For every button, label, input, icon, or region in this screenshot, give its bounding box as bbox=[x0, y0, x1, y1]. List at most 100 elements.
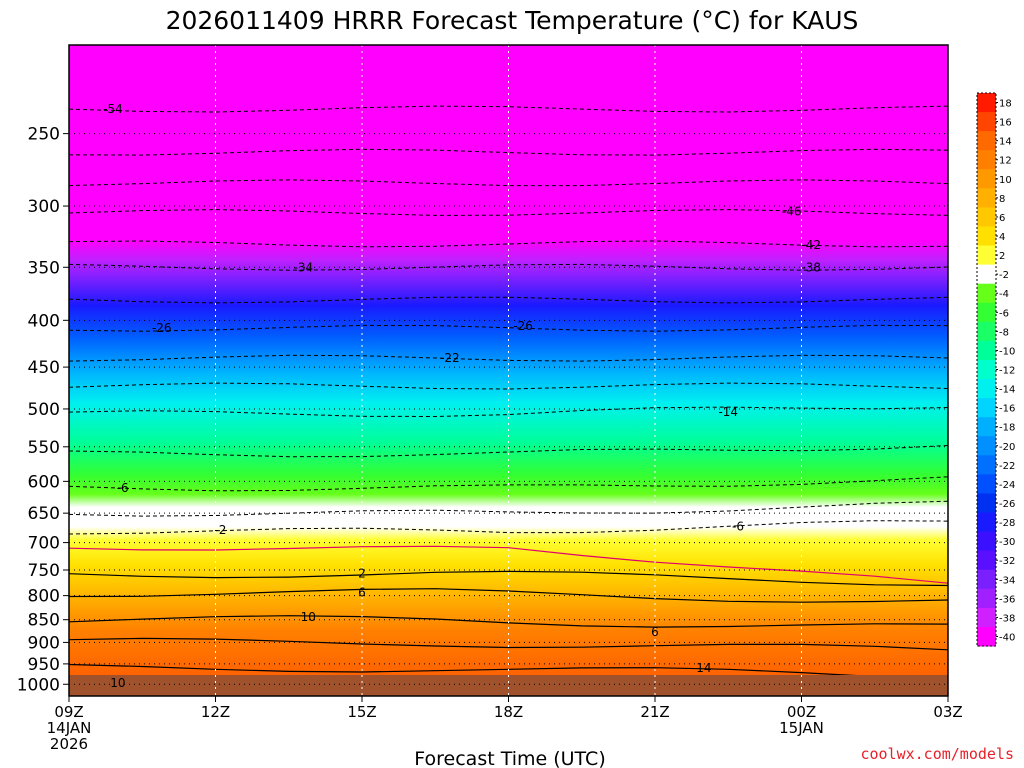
colorbar-swatch bbox=[977, 188, 996, 208]
colorbar-label: 4 bbox=[999, 232, 1005, 243]
y-tick-label: 400 bbox=[28, 311, 60, 331]
colorbar-swatch bbox=[977, 150, 996, 170]
x-tick-label: 2026 bbox=[50, 735, 88, 753]
contour-label: -14 bbox=[718, 405, 738, 419]
colorbar-swatch bbox=[977, 207, 996, 227]
colorbar-label: -6 bbox=[999, 308, 1009, 319]
colorbar-label: -30 bbox=[999, 537, 1015, 548]
colorbar-label: -8 bbox=[999, 327, 1009, 338]
colorbar-label: -16 bbox=[999, 404, 1015, 415]
contour-label: -34 bbox=[294, 260, 314, 274]
colorbar-label: 14 bbox=[999, 137, 1012, 148]
x-tick-label: 15JAN bbox=[779, 719, 824, 737]
colorbar-swatch bbox=[977, 93, 996, 113]
colorbar-swatch bbox=[977, 588, 996, 609]
colorbar-label: 10 bbox=[999, 175, 1012, 186]
y-axis: 2503003504004505005506006507007508008509… bbox=[17, 125, 69, 695]
colorbar-swatch bbox=[977, 112, 996, 132]
contour-label: -38 bbox=[801, 260, 821, 274]
x-axis-title: Forecast Time (UTC) bbox=[414, 748, 605, 768]
x-tick-label: 21Z bbox=[640, 703, 669, 721]
chart-title: 2026011409 HRRR Forecast Temperature (°C… bbox=[166, 6, 859, 35]
y-tick-label: 1000 bbox=[17, 675, 60, 695]
contour-label: 10 bbox=[301, 610, 316, 624]
colorbar-label: 8 bbox=[999, 194, 1005, 205]
colorbar-label: -10 bbox=[999, 346, 1015, 357]
colorbar-swatch bbox=[977, 321, 996, 342]
credit-text: coolwx.com/models bbox=[860, 745, 1014, 763]
colorbar-swatch bbox=[977, 455, 996, 475]
colorbar-swatch bbox=[977, 436, 996, 456]
colorbar-label: -18 bbox=[999, 423, 1015, 434]
colorbar-label: -2 bbox=[999, 270, 1009, 281]
ground-surface bbox=[69, 675, 948, 696]
colorbar-label: -4 bbox=[999, 289, 1009, 300]
y-tick-label: 300 bbox=[28, 197, 60, 217]
colorbar-swatch bbox=[977, 512, 996, 533]
contour-label: 6 bbox=[651, 625, 659, 639]
contour-label: 14 bbox=[696, 661, 711, 675]
colorbar-swatch bbox=[977, 607, 996, 628]
colorbar-label: -28 bbox=[999, 518, 1015, 529]
colorbar-label: 18 bbox=[999, 99, 1012, 110]
x-tick-label: 09Z bbox=[54, 703, 83, 721]
colorbar-swatch bbox=[977, 169, 996, 189]
colorbar-swatch bbox=[977, 626, 996, 647]
colorbar-label: -34 bbox=[999, 575, 1015, 586]
y-tick-label: 750 bbox=[28, 561, 60, 581]
colorbar-swatch bbox=[977, 131, 996, 151]
colorbar-label: -40 bbox=[999, 632, 1015, 643]
colorbar-swatch bbox=[977, 264, 996, 285]
contour-label: -2 bbox=[214, 523, 226, 537]
colorbar-swatch bbox=[977, 379, 996, 399]
colorbar-label: -22 bbox=[999, 461, 1015, 472]
plot-area: -54 -46 -42 -38 -34 -26 -26 -22 -14 -6 -2 -6 2 6 10 6 14… bbox=[69, 45, 948, 696]
colorbar-label: -32 bbox=[999, 556, 1015, 567]
colorbar-swatch bbox=[977, 226, 996, 247]
contour-label: -26 bbox=[513, 319, 533, 333]
colorbar-swatch bbox=[977, 531, 996, 552]
y-tick-label: 800 bbox=[28, 587, 60, 607]
colorbar-swatch bbox=[977, 550, 996, 571]
contour-label: -26 bbox=[152, 321, 172, 335]
contour-label: -46 bbox=[782, 204, 802, 218]
contour-solid bbox=[69, 570, 948, 587]
y-tick-label: 350 bbox=[28, 258, 60, 278]
colorbar-label: -20 bbox=[999, 442, 1015, 453]
colorbar-label: -24 bbox=[999, 480, 1015, 491]
x-tick-label: 18Z bbox=[494, 703, 523, 721]
colorbar-label: -26 bbox=[999, 499, 1015, 510]
y-tick-label: 700 bbox=[28, 534, 60, 554]
colorbar-swatch bbox=[977, 283, 996, 304]
colorbar-swatch bbox=[977, 417, 996, 437]
grid-lines bbox=[69, 45, 948, 696]
contour-labels: -54 -46 -42 -38 -34 -26 -26 -22 -14 -6 -2 -6 2 6 10 6 14… bbox=[103, 102, 821, 690]
colorbar-swatch bbox=[977, 398, 996, 418]
y-tick-label: 650 bbox=[28, 504, 60, 524]
contour-label: -54 bbox=[103, 102, 123, 116]
contour-label: 2 bbox=[358, 567, 366, 581]
colorbar-swatch bbox=[977, 359, 996, 380]
y-tick-label: 250 bbox=[28, 125, 60, 145]
contour-label: 10 bbox=[110, 676, 125, 690]
colorbar-label: -12 bbox=[999, 366, 1015, 377]
contour-label: -6 bbox=[732, 519, 744, 533]
colorbar-label: 2 bbox=[999, 251, 1005, 262]
y-tick-label: 950 bbox=[28, 655, 60, 675]
colorbar-swatch bbox=[977, 493, 996, 514]
colorbar-swatch bbox=[977, 569, 996, 590]
y-tick-label: 500 bbox=[28, 400, 60, 420]
contour-label: -42 bbox=[801, 238, 821, 252]
x-tick-label: 12Z bbox=[201, 703, 230, 721]
colorbar-swatch bbox=[977, 245, 996, 266]
colorbar-swatch bbox=[977, 302, 996, 323]
y-tick-label: 550 bbox=[28, 438, 60, 458]
x-tick-label: 14JAN bbox=[47, 719, 92, 737]
contour-label: 6 bbox=[358, 586, 366, 600]
colorbar-label: -14 bbox=[999, 385, 1015, 396]
y-tick-label: 900 bbox=[28, 633, 60, 653]
y-tick-label: 850 bbox=[28, 611, 60, 631]
colorbar: 18 16 14 12 10 8 6 4 2 -2 -4 -6 -8 -10 -12 -14 -16 -18 -20… bbox=[976, 92, 1015, 647]
